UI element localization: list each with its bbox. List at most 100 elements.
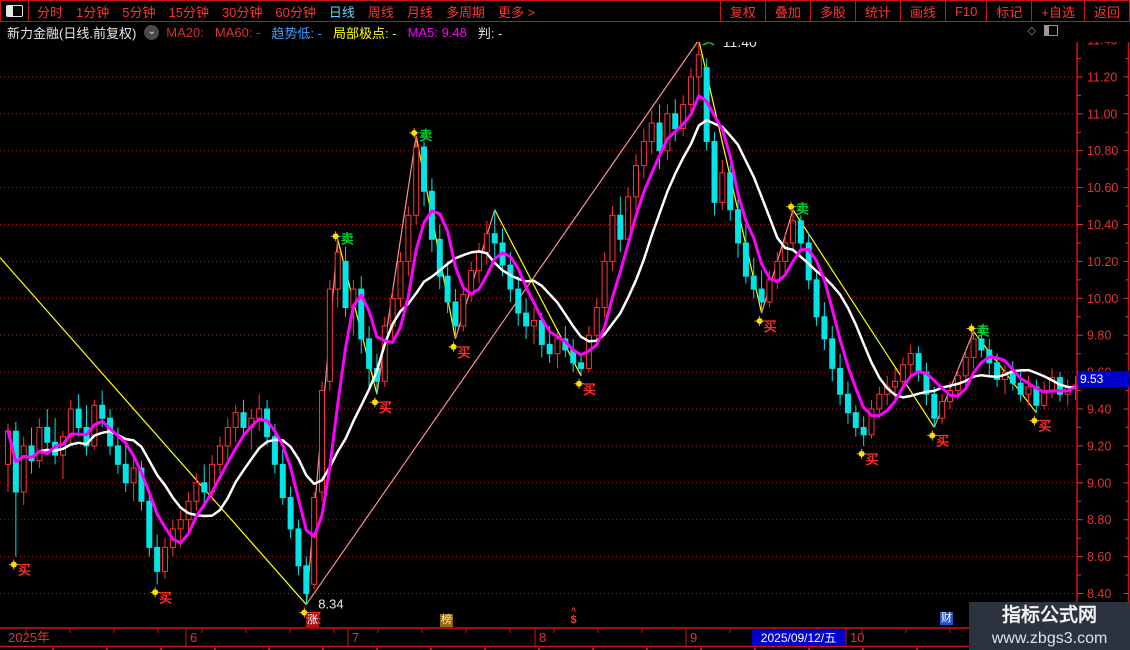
- candle-down: [860, 426, 867, 436]
- candle-up: [648, 122, 655, 142]
- draw-line-button[interactable]: 画线: [899, 1, 945, 21]
- candle-up: [36, 426, 43, 462]
- candle-up: [782, 242, 789, 262]
- candle-down: [727, 172, 734, 211]
- year-label: 2025年: [8, 630, 50, 645]
- time-axis: 2025年 6 7 8 9 10: [0, 627, 1130, 648]
- tab-15min[interactable]: 15分钟: [168, 4, 209, 20]
- candle-up: [1025, 386, 1032, 395]
- candle-up: [899, 364, 906, 382]
- ma-line-ma5: [6, 94, 1077, 545]
- current-price-tag: 9.53: [1078, 371, 1129, 387]
- indicator-ma5: MA5: 9.48: [407, 24, 467, 40]
- back-button[interactable]: 返回: [1083, 1, 1130, 21]
- candle-up: [719, 172, 726, 203]
- tab-60min[interactable]: 60分钟: [275, 4, 316, 20]
- candle-down: [358, 288, 365, 340]
- adjust-button[interactable]: 复权: [719, 1, 765, 21]
- buy-signal: 买: [866, 452, 879, 467]
- buy-signal: 买: [1038, 419, 1051, 434]
- month-label: 6: [190, 630, 197, 645]
- split-window-icon[interactable]: [1044, 25, 1058, 36]
- tab-5min[interactable]: 5分钟: [122, 4, 156, 20]
- statistics-button[interactable]: 统计: [854, 1, 900, 21]
- candle-up: [970, 338, 977, 358]
- multi-stock-button[interactable]: 多股: [809, 1, 855, 21]
- price-axis-bg: [1078, 22, 1130, 628]
- watermark-url: www.zbgs3.com: [991, 630, 1108, 647]
- candle-up: [530, 319, 537, 327]
- site-watermark: 指标公式网 www.zbgs3.com: [969, 602, 1130, 650]
- overlay-button[interactable]: 叠加: [764, 1, 810, 21]
- stamp-cai: 财: [940, 612, 953, 625]
- candle-up: [907, 353, 914, 366]
- candle-up: [334, 251, 341, 290]
- candle-down: [271, 436, 278, 465]
- candle-down: [201, 482, 208, 493]
- candle-down: [656, 122, 663, 152]
- candle-down: [240, 412, 247, 428]
- candle-down: [742, 242, 749, 277]
- candle-up: [664, 113, 671, 152]
- split-window-icon: [6, 5, 23, 17]
- tab-daily[interactable]: 日线: [328, 4, 355, 20]
- tab-1min[interactable]: 1分钟: [76, 4, 110, 20]
- candle-down: [735, 209, 742, 244]
- candle-down: [578, 362, 585, 369]
- stamp-zhang: 涨: [306, 614, 319, 627]
- candle-down: [852, 412, 859, 428]
- layout-button[interactable]: [0, 1, 29, 21]
- period-tabs: 分时 1分钟 5分钟 15分钟 30分钟 60分钟 日线 周线 月线 多周期 更…: [29, 2, 720, 21]
- downtrend-line: [0, 257, 307, 605]
- diamond-icon[interactable]: ◇: [1027, 25, 1036, 37]
- candle-down: [915, 353, 922, 373]
- candle-up: [162, 546, 168, 572]
- candle-up: [609, 214, 616, 262]
- tab-monthly[interactable]: 月线: [406, 4, 433, 20]
- candle-down: [978, 338, 985, 351]
- tab-fenshi[interactable]: 分时: [37, 4, 64, 20]
- downtrend-line: [494, 209, 582, 377]
- month-label: 7: [352, 630, 359, 645]
- candle-down: [515, 288, 522, 314]
- mark-button[interactable]: 标记: [986, 1, 1031, 21]
- tab-more[interactable]: 更多 >: [497, 4, 536, 20]
- candle-up: [311, 497, 318, 585]
- tab-30min[interactable]: 30分钟: [221, 4, 263, 20]
- candle-up: [680, 104, 687, 130]
- chevron-down-icon[interactable]: ⌄: [144, 24, 160, 40]
- highlighted-date-tag[interactable]: 2025/09/12/五: [752, 630, 845, 646]
- candle-up: [892, 380, 899, 388]
- indicator-header: 新力金融(日线.前复权) ⌄ MA20: MA60: - 趋势低: - 局部极点…: [0, 22, 1130, 42]
- downtrend-line: [792, 209, 935, 428]
- candle-up: [868, 408, 875, 436]
- plot-area: 买买买买买买买买买买卖卖卖卖卖11.408.34: [0, 32, 1077, 626]
- candle-down: [931, 393, 938, 419]
- buy-signal: 买: [379, 400, 392, 415]
- chart-corner-icons: ◇: [1028, 24, 1058, 37]
- f10-button[interactable]: F10: [944, 1, 986, 21]
- indicator-local-extreme: 局部极点: -: [333, 25, 397, 41]
- candle-up: [687, 76, 694, 106]
- buy-signal: 买: [18, 563, 31, 578]
- candle-up: [962, 356, 969, 377]
- candle-up: [476, 251, 482, 272]
- candle-down: [844, 393, 851, 414]
- tab-multi-period[interactable]: 多周期: [445, 4, 485, 20]
- candle-up: [326, 288, 333, 382]
- candle-down: [342, 260, 349, 309]
- price-tick-label: 9.80: [1087, 329, 1111, 343]
- candle-down: [122, 463, 129, 484]
- candle-up: [939, 401, 946, 419]
- candle-down: [287, 497, 294, 530]
- add-favorite-button[interactable]: +自选: [1031, 1, 1084, 21]
- price-tick-label: 9.40: [1087, 403, 1111, 417]
- candle-up: [67, 408, 74, 438]
- candle-down: [491, 233, 498, 244]
- candle-up: [640, 140, 647, 166]
- tab-weekly[interactable]: 周线: [367, 4, 394, 20]
- buy-signal: 买: [764, 319, 777, 334]
- candle-down: [303, 565, 310, 595]
